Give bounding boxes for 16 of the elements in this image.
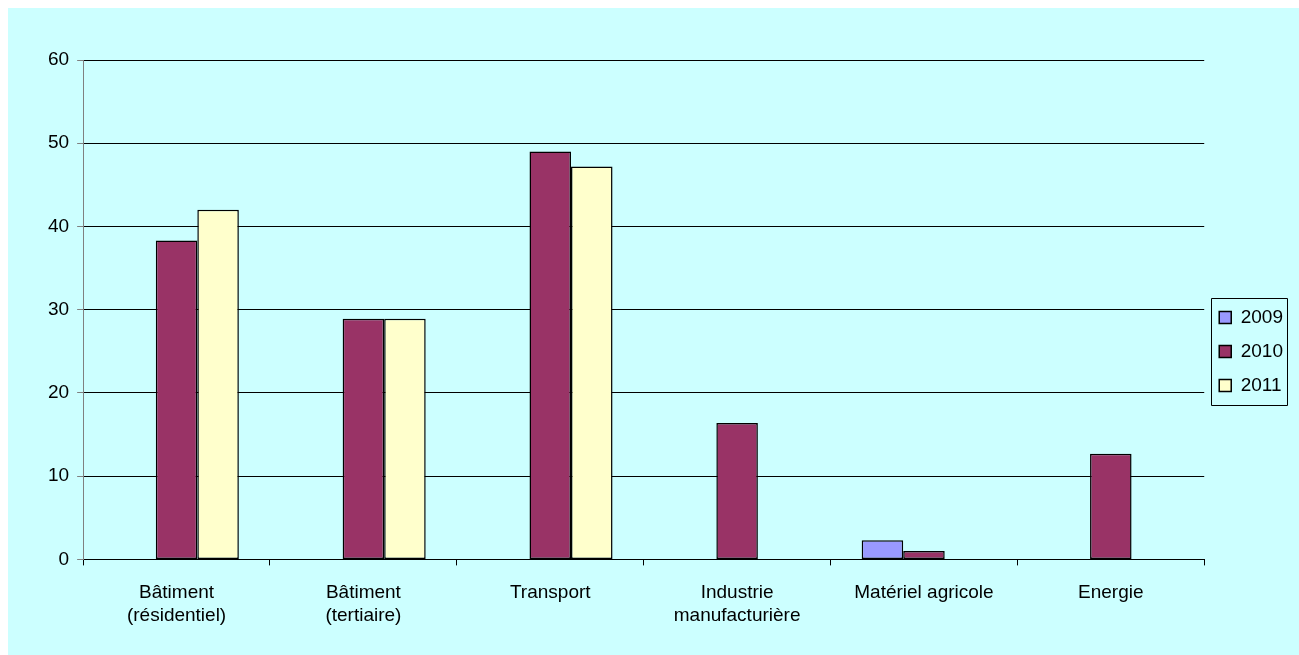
x-tick-label: Matériel agricole — [854, 581, 994, 603]
y-tick-label: 50 — [47, 131, 70, 153]
y-tick-label: 20 — [47, 381, 70, 403]
x-tick-label: Transport — [509, 581, 592, 603]
x-tick-label: Bâtiment (tertiaire) — [325, 581, 402, 625]
x-tick-label: Bâtiment (résidentiel) — [126, 581, 227, 625]
y-tick-label: 40 — [47, 214, 70, 236]
x-tick-label: Industrie manufacturière — [673, 581, 801, 625]
y-tick-label: 60 — [47, 48, 70, 70]
x-tick-label: Energie — [1078, 581, 1144, 603]
legend-label: 2010 — [1240, 339, 1284, 361]
legend-label: 2011 — [1240, 373, 1282, 395]
legend-label: 2009 — [1240, 305, 1284, 327]
y-tick-label: 0 — [58, 547, 70, 569]
y-tick-label: 10 — [47, 464, 70, 486]
y-tick-label: 30 — [47, 297, 70, 319]
